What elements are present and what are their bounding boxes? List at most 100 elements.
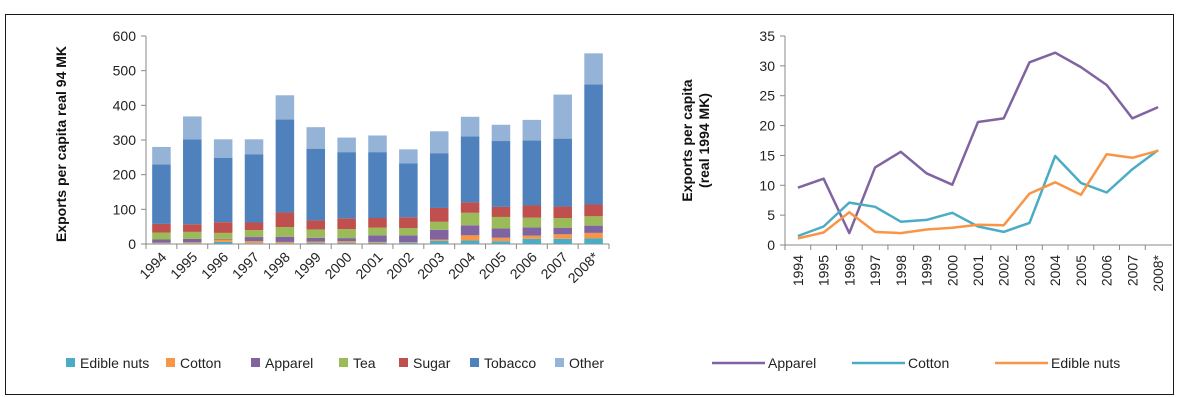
bar-segment-other (152, 146, 171, 165)
bar-segment-cotton (429, 239, 449, 241)
bar-segment-cotton (553, 234, 572, 239)
bar-segment-sugar (244, 222, 264, 231)
x-tick-label: 2001 (970, 255, 986, 286)
legend-label: Apparel (768, 355, 816, 371)
legend-item: Edible nuts (995, 355, 1120, 371)
x-tick-label: 2006 (1099, 255, 1115, 286)
x-tick-label: 1995 (816, 255, 832, 286)
y-tick-label: 15 (759, 147, 775, 163)
bar-segment-edible-nuts (152, 243, 171, 244)
bar-segment-other (491, 124, 511, 142)
bar-segment-edible-nuts (429, 240, 449, 244)
bar-segment-sugar (275, 212, 295, 228)
x-tick-label: 1998 (260, 249, 293, 282)
y-axis-title: Exports per capita real 94 MK (53, 46, 69, 242)
bar-segment-other (584, 53, 603, 85)
legend-label: Tobacco (484, 355, 536, 371)
bar-segment-apparel (553, 227, 572, 235)
bar-segment-cotton (460, 235, 480, 241)
bar-segment-sugar (306, 220, 326, 230)
bar-segment-edible-nuts (553, 238, 572, 244)
legend-swatch (339, 358, 348, 367)
bar-segment-other (368, 135, 387, 153)
legend-swatch (66, 358, 75, 367)
bar-segment-edible-nuts (460, 240, 480, 244)
x-tick-label: 2002 (383, 249, 416, 282)
bar-segment-tobacco (244, 154, 264, 223)
y-tick-label: 500 (113, 63, 137, 79)
bar-segment-other (522, 119, 542, 141)
x-tick-label: 1996 (198, 249, 231, 282)
y-tick-label: 25 (759, 88, 775, 104)
legend-swatch (399, 358, 408, 367)
x-tick-label: 2000 (321, 249, 354, 282)
x-tick-label: 1994 (136, 249, 169, 282)
bar-segment-apparel (429, 229, 449, 240)
bar-segment-tobacco (337, 152, 356, 219)
bar-segment-other (337, 137, 356, 153)
x-tick-label: 1997 (867, 255, 883, 286)
bar-segment-apparel (152, 239, 171, 243)
bar-segment-tea (491, 216, 511, 229)
x-tick-label: 1998 (893, 255, 909, 286)
x-tick-label: 2004 (445, 249, 478, 282)
bar-legend: Edible nuts Cotton Apparel Tea Sugar Tobacco O… (66, 355, 604, 371)
bar-segment-sugar (152, 223, 171, 233)
bar-segment-tobacco (460, 136, 480, 203)
x-tick-label: 2003 (414, 249, 447, 282)
bar-segment-apparel (368, 235, 387, 242)
legend-label: Cotton (180, 355, 221, 371)
bar-segment-tea (183, 231, 202, 239)
x-tick-label: 2005 (1073, 255, 1089, 286)
bar-segment-tobacco (491, 141, 511, 207)
bar-segment-tea (584, 216, 603, 226)
bar-segment-tea (244, 230, 264, 238)
legend-item: Cotton (852, 355, 949, 371)
x-tick-label: 2007 (1124, 255, 1140, 286)
legend-item: Sugar (399, 355, 451, 371)
y-tick-label: 200 (113, 167, 137, 183)
bar-segment-tea (368, 227, 387, 236)
bar-segment-apparel (399, 235, 418, 243)
bar-segment-edible-nuts (491, 241, 511, 244)
bar-segment-tobacco (183, 139, 202, 225)
legend-label: Edible nuts (1051, 355, 1120, 371)
legend-swatch (555, 358, 564, 367)
x-tick-label: 2008* (1150, 254, 1166, 291)
bar-segment-tea (399, 228, 418, 236)
bar-segment-apparel (491, 228, 511, 238)
x-tick-label: 2008* (564, 248, 602, 286)
legend-item: Tobacco (470, 355, 536, 371)
legend-label: Tea (353, 355, 376, 371)
y-tick-label: 0 (767, 237, 775, 253)
bar-segment-tobacco (275, 119, 295, 213)
line-chart: 0 5 10 15 20 25 30 35 Exports per capita (real 19… (679, 28, 1172, 371)
bar-segment-tea (306, 229, 326, 238)
x-tick-label: 2001 (352, 249, 385, 282)
legend-item: Edible nuts (66, 355, 149, 371)
bar-segment-tea (553, 218, 572, 228)
bar-segment-other (429, 131, 449, 154)
bar-segment-apparel (337, 238, 356, 242)
bar-segment-cotton (275, 241, 295, 244)
bar-segment-apparel (306, 237, 326, 242)
legend-swatch (166, 358, 175, 367)
series-line-apparel (797, 51, 1159, 235)
legend-swatch (251, 358, 260, 367)
bar-segment-sugar (368, 218, 387, 228)
bar-segment-edible-nuts (275, 243, 295, 244)
bar-segment-cotton (152, 242, 171, 244)
y-tick-label: 20 (759, 118, 775, 134)
bar-segment-edible-nuts (244, 243, 264, 244)
y-axis-title: Exports per capita (679, 79, 695, 201)
bar-segment-sugar (399, 217, 418, 229)
bar-segment-other (306, 127, 326, 149)
y-tick-label: 600 (113, 28, 137, 44)
bar-segment-tobacco (152, 164, 171, 224)
legend-item: Cotton (166, 355, 221, 371)
bar-segment-tea (429, 221, 449, 230)
bar-segment-cotton (522, 235, 542, 239)
bar-segment-tobacco (584, 84, 603, 205)
bar-segment-tea (522, 217, 542, 228)
bar-segment-apparel (213, 238, 233, 240)
